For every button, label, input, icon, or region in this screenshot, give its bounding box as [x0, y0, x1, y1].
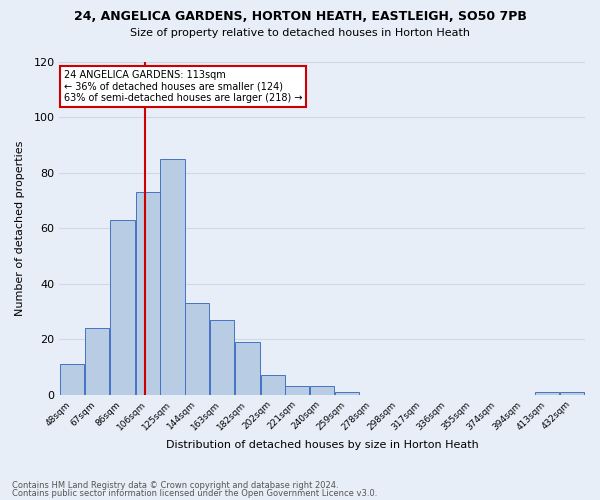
Bar — [535, 392, 559, 394]
Text: 24, ANGELICA GARDENS, HORTON HEATH, EASTLEIGH, SO50 7PB: 24, ANGELICA GARDENS, HORTON HEATH, EAST… — [74, 10, 526, 23]
Bar — [60, 364, 85, 394]
Bar — [335, 392, 359, 394]
Text: Size of property relative to detached houses in Horton Heath: Size of property relative to detached ho… — [130, 28, 470, 38]
Bar — [110, 220, 135, 394]
Bar — [85, 328, 109, 394]
Bar — [210, 320, 234, 394]
X-axis label: Distribution of detached houses by size in Horton Heath: Distribution of detached houses by size … — [166, 440, 479, 450]
Bar — [136, 192, 160, 394]
Bar — [560, 392, 584, 394]
Bar — [235, 342, 260, 394]
Text: 24 ANGELICA GARDENS: 113sqm
← 36% of detached houses are smaller (124)
63% of se: 24 ANGELICA GARDENS: 113sqm ← 36% of det… — [64, 70, 302, 103]
Bar — [260, 376, 285, 394]
Bar — [310, 386, 334, 394]
Bar — [185, 303, 209, 394]
Text: Contains public sector information licensed under the Open Government Licence v3: Contains public sector information licen… — [12, 488, 377, 498]
Bar — [286, 386, 310, 394]
Text: Contains HM Land Registry data © Crown copyright and database right 2024.: Contains HM Land Registry data © Crown c… — [12, 481, 338, 490]
Y-axis label: Number of detached properties: Number of detached properties — [15, 140, 25, 316]
Bar — [160, 158, 185, 394]
